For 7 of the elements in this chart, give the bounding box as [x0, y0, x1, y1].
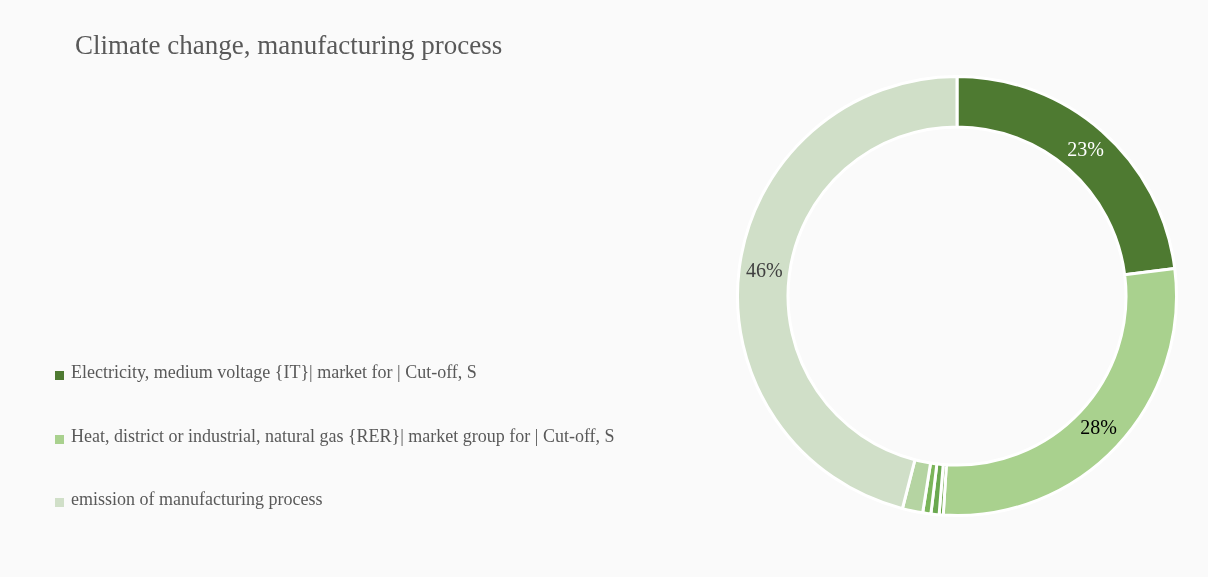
legend-label: Heat, district or industrial, natural gas {RER}| market group for | Cut-off, S — [71, 425, 615, 447]
legend-label: Electricity, medium voltage {IT}| market for | Cut-off, S — [71, 362, 477, 383]
data-label: 23% — [1067, 137, 1104, 160]
chart-title: Climate change, manufacturing process — [75, 30, 503, 61]
data-label: 28% — [1080, 416, 1117, 439]
legend-label: emission of manufacturing process — [71, 489, 323, 510]
data-label: 46% — [745, 258, 783, 281]
